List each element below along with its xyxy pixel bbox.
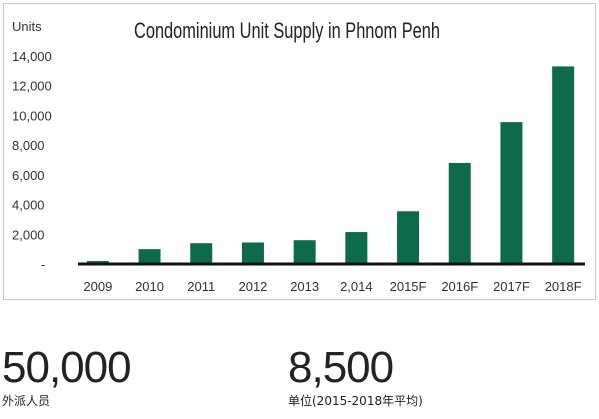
y-tick-label: 14,000 [12,49,52,64]
bar [397,211,420,264]
x-tick-label: 2017F [493,279,530,294]
x-tick-label: 2012 [238,279,267,294]
stat-expats: 50,000 外派人员 [2,343,132,409]
y-tick-label: 12,000 [12,79,52,94]
y-tick-label: 8,000 [12,138,45,153]
x-tick-label: 2011 [187,279,215,294]
stat-expats-label: 外派人员 [2,394,51,408]
bar [138,249,161,264]
x-tick-label: 2018F [545,279,582,294]
x-axis-ticks: 2009 2010 2011 2012 2013 2,014 2015F 2016F 2017F… [83,279,581,294]
y-tick-label: 10,000 [12,108,52,123]
y-axis-label: Units [12,19,42,34]
y-tick-label: 6,000 [12,168,45,183]
bar [500,122,523,264]
x-tick-label: 2016F [441,279,478,294]
x-tick-label: 2010 [135,279,164,294]
x-tick-label: 2013 [290,279,319,294]
x-tick-label: 2,014 [340,279,373,294]
y-tick-label: - [41,257,45,272]
bar [345,232,368,264]
y-tick-label: 4,000 [12,198,45,213]
bar [241,242,264,264]
stat-units-label: 单位(2015-2018年平均) [288,394,423,408]
x-tick-label: 2015F [390,279,427,294]
bar-chart: Condominium Unit Supply in Phnom Penh Un… [12,18,585,294]
y-tick-label: 2,000 [12,227,45,242]
bars [86,66,575,265]
stat-expats-value: 50,000 [2,343,132,392]
chart-frame: Condominium Unit Supply in Phnom Penh Un… [3,3,596,300]
stat-units-value: 8,500 [288,343,394,392]
bar [448,162,471,264]
stat-units: 8,500 单位(2015-2018年平均) [288,343,423,409]
y-axis-ticks: - 2,000 4,000 6,000 8,000 10,000 12,000 14,000 [12,49,52,272]
bar [293,240,316,264]
chart-title: Condominium Unit Supply in Phnom Penh [134,18,440,43]
x-tick-label: 2009 [83,279,112,294]
bar [552,66,575,265]
bar [190,243,213,264]
